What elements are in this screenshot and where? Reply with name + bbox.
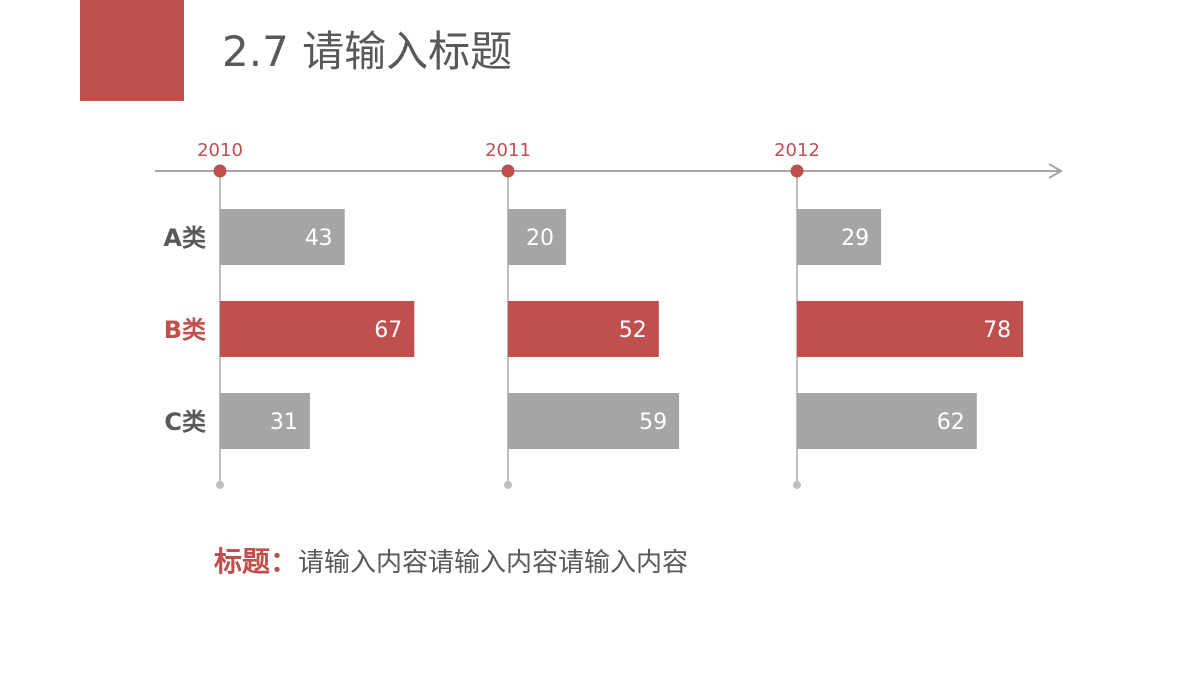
caption: 标题：请输入内容请输入内容请输入内容 bbox=[214, 540, 688, 585]
bar bbox=[797, 393, 977, 449]
bar bbox=[508, 393, 680, 449]
page-title: 2.7 请输入标题 bbox=[222, 27, 513, 76]
category-label: B类 bbox=[164, 316, 207, 344]
bar-value-label: 78 bbox=[983, 318, 1011, 343]
caption-text: 请输入内容请输入内容请输入内容 bbox=[298, 548, 689, 578]
year-label: 2012 bbox=[774, 140, 820, 161]
caption-lead: 标题： bbox=[214, 545, 299, 578]
bar-value-label: 62 bbox=[937, 410, 965, 435]
year-marker-dot bbox=[213, 164, 227, 178]
year-label: 2010 bbox=[197, 140, 243, 161]
category-label: C类 bbox=[164, 408, 207, 436]
bar-value-label: 59 bbox=[639, 410, 667, 435]
bar-value-label: 52 bbox=[619, 318, 647, 343]
header-accent-block bbox=[80, 0, 184, 101]
bar-value-label: 67 bbox=[374, 318, 402, 343]
bar-value-label: 43 bbox=[305, 226, 333, 251]
year-marker-dot bbox=[790, 164, 804, 178]
bar bbox=[220, 301, 415, 357]
year-marker-dot bbox=[501, 164, 515, 178]
bar bbox=[797, 301, 1024, 357]
group-end-dot bbox=[793, 481, 801, 489]
bar-value-label: 20 bbox=[526, 226, 554, 251]
group-end-dot bbox=[504, 481, 512, 489]
bar-value-label: 31 bbox=[270, 410, 298, 435]
bar bbox=[220, 209, 345, 265]
category-label: A类 bbox=[163, 224, 207, 252]
year-label: 2011 bbox=[485, 140, 531, 161]
bar-value-label: 29 bbox=[841, 226, 869, 251]
bar bbox=[508, 209, 566, 265]
bar bbox=[797, 209, 882, 265]
group-end-dot bbox=[216, 481, 224, 489]
axis-arrow-icon bbox=[1048, 163, 1063, 179]
bar bbox=[220, 393, 310, 449]
bar bbox=[508, 301, 659, 357]
